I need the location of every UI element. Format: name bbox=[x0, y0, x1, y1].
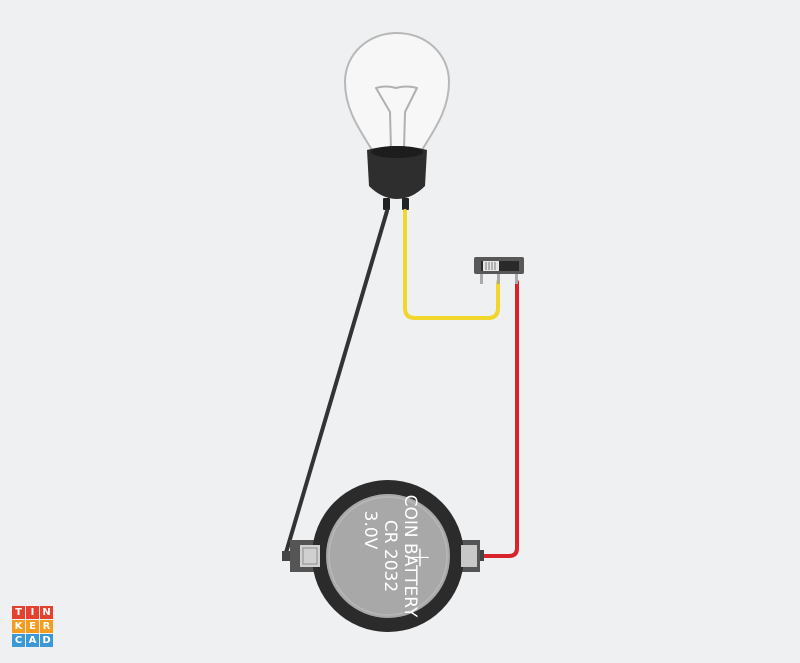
battery-label-line3: 3.0V bbox=[360, 511, 380, 550]
logo-letter: N bbox=[40, 606, 53, 619]
coin-battery[interactable]: COIN BATTERY CR 2032 3.0V + bbox=[282, 480, 484, 632]
tinkercad-logo: T I N K E R C A D bbox=[12, 606, 53, 647]
logo-letter: C bbox=[12, 634, 25, 647]
logo-letter: A bbox=[26, 634, 39, 647]
switch-pin-3[interactable] bbox=[515, 272, 518, 284]
battery-label-line1: COIN BATTERY bbox=[400, 495, 420, 618]
logo-letter: D bbox=[40, 634, 53, 647]
battery-clip-left bbox=[300, 545, 320, 567]
battery-label-line2: CR 2032 bbox=[380, 520, 400, 592]
bulb-terminal-left[interactable] bbox=[383, 198, 390, 210]
logo-letter: I bbox=[26, 606, 39, 619]
battery-terminal-negative[interactable] bbox=[282, 551, 290, 561]
battery-cell-rim bbox=[328, 496, 448, 616]
wire-black[interactable] bbox=[283, 209, 389, 558]
light-bulb[interactable] bbox=[343, 31, 451, 210]
bulb-terminal-right[interactable] bbox=[402, 198, 409, 210]
bulb-base-rim bbox=[371, 146, 423, 158]
logo-letter: K bbox=[12, 620, 25, 633]
battery-plus-sign: + bbox=[408, 540, 431, 573]
logo-letter: T bbox=[12, 606, 25, 619]
slide-switch[interactable] bbox=[474, 257, 524, 284]
switch-knob[interactable] bbox=[483, 261, 499, 271]
wire-yellow[interactable] bbox=[403, 209, 500, 320]
logo-letter: E bbox=[26, 620, 39, 633]
battery-clip-right bbox=[461, 545, 477, 567]
bulb-base bbox=[367, 146, 427, 199]
wire-red[interactable] bbox=[483, 280, 519, 558]
battery-cell bbox=[326, 494, 450, 618]
bulb-filament bbox=[375, 85, 418, 151]
bulb-glass bbox=[343, 31, 451, 151]
logo-letter: R bbox=[40, 620, 53, 633]
switch-pin-1[interactable] bbox=[480, 272, 483, 284]
switch-pin-2[interactable] bbox=[497, 272, 500, 284]
switch-slot bbox=[481, 261, 519, 271]
